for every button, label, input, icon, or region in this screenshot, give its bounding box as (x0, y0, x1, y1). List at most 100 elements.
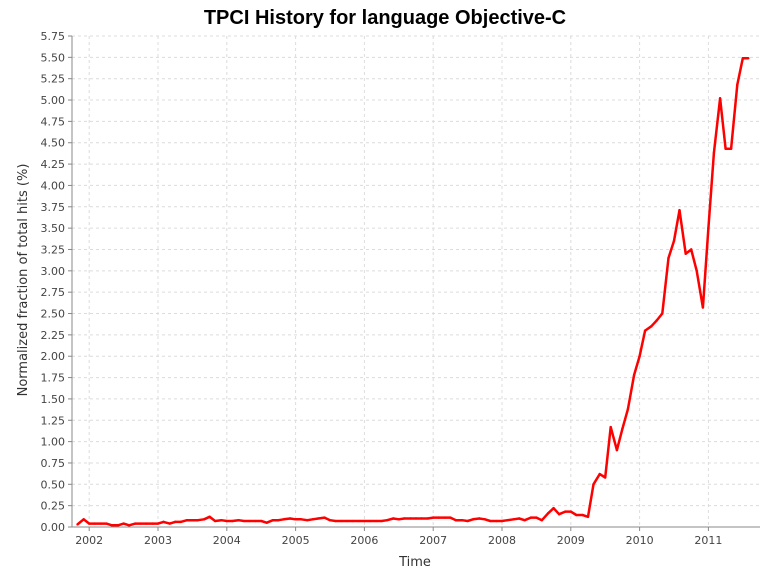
data-point (254, 519, 257, 523)
data-point (202, 518, 206, 521)
data-point (471, 518, 475, 521)
y-tick-label: 2.25 (41, 329, 66, 342)
data-point (385, 518, 389, 522)
data-point (661, 312, 664, 315)
data-point (518, 517, 521, 520)
data-point (512, 518, 515, 521)
data-point (122, 522, 125, 525)
y-tick-label: 2.75 (41, 286, 66, 299)
x-tick-label: 2006 (350, 534, 378, 547)
data-point (116, 524, 120, 527)
data-point (655, 319, 658, 322)
data-point (179, 520, 182, 524)
data-point (672, 239, 676, 243)
data-point (392, 517, 395, 520)
data-point (546, 512, 550, 515)
data-point (139, 522, 142, 525)
data-point (93, 522, 96, 525)
data-point (208, 515, 211, 518)
x-tick-label: 2007 (419, 534, 447, 547)
data-point (564, 510, 567, 513)
data-point (626, 407, 630, 411)
data-point (282, 518, 286, 521)
y-tick-label: 2.00 (41, 350, 66, 363)
y-tick-label: 0.75 (41, 457, 66, 470)
data-point (127, 524, 131, 527)
data-point (684, 252, 687, 255)
data-point (299, 518, 303, 521)
data-point (718, 97, 722, 100)
data-point (592, 483, 595, 486)
data-point (220, 518, 223, 522)
data-point (667, 256, 670, 260)
y-tick-label: 1.00 (41, 436, 66, 449)
y-tick-label: 1.50 (41, 393, 66, 406)
data-point (604, 476, 607, 479)
data-point (248, 519, 251, 523)
x-tick-label: 2002 (75, 534, 103, 547)
x-tick-label: 2010 (626, 534, 654, 547)
data-point (88, 522, 91, 525)
data-point (409, 517, 412, 520)
y-tick-label: 3.50 (41, 222, 66, 235)
y-tick-label: 5.50 (41, 51, 66, 64)
data-point (242, 519, 246, 523)
data-point (213, 519, 217, 523)
data-point (483, 518, 486, 521)
data-point (736, 83, 739, 86)
x-tick-label: 2008 (488, 534, 516, 547)
data-point (638, 355, 641, 358)
data-point (306, 518, 309, 522)
data-point (334, 519, 337, 523)
data-point (643, 329, 647, 332)
data-point (168, 522, 171, 525)
data-point (523, 518, 526, 522)
data-point (110, 524, 114, 527)
data-point (380, 519, 383, 523)
data-point (695, 269, 698, 273)
data-point (598, 472, 601, 476)
y-axis-label: Normalized fraction of total hits (%) (16, 164, 31, 397)
data-point (540, 518, 544, 522)
data-point (196, 518, 200, 522)
axes (68, 35, 760, 531)
data-point (650, 325, 653, 328)
data-point (76, 523, 79, 526)
data-point (449, 516, 452, 519)
y-tick-label: 1.75 (41, 372, 66, 385)
x-tick-label: 2011 (694, 534, 722, 547)
x-tick-label: 2005 (282, 534, 310, 547)
data-point (294, 518, 297, 521)
data-point (191, 518, 194, 522)
data-point (368, 519, 372, 523)
data-point (747, 57, 750, 60)
data-point (729, 147, 733, 150)
data-point (432, 516, 435, 519)
y-tick-label: 2.50 (41, 308, 66, 321)
data-point (277, 518, 280, 522)
y-tick-label: 3.75 (41, 201, 66, 214)
data-point (185, 518, 189, 522)
data-point (145, 522, 148, 525)
data-point (174, 520, 177, 524)
data-point (443, 516, 447, 519)
data-point (701, 306, 705, 309)
data-point (151, 522, 154, 525)
data-point (741, 57, 744, 60)
x-tick-label: 2009 (557, 534, 585, 547)
data-point (426, 517, 429, 520)
data-point (311, 518, 314, 521)
data-point (506, 518, 509, 522)
data-point (690, 248, 693, 251)
y-tick-label: 4.00 (41, 179, 66, 192)
data-point (317, 517, 320, 520)
data-point (323, 516, 326, 519)
data-point (586, 515, 590, 518)
data-point (489, 519, 492, 523)
y-tick-label: 4.75 (41, 115, 66, 128)
data-point (288, 517, 292, 520)
data-point (397, 518, 400, 521)
x-tick-label: 2003 (144, 534, 172, 547)
data-point (374, 519, 378, 523)
